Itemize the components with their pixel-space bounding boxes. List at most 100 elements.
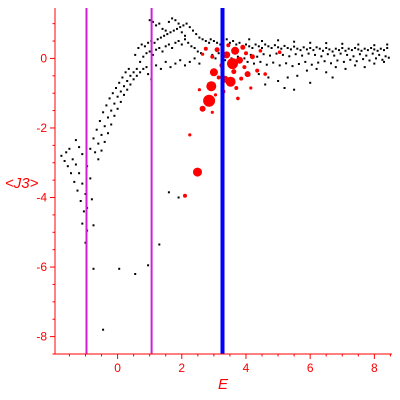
band-point: [116, 95, 119, 98]
band-point: [97, 142, 100, 145]
highlight-point: [263, 72, 268, 76]
band-point: [171, 47, 174, 49]
highlight-point: [236, 56, 243, 64]
band-point: [193, 57, 196, 60]
band-point: [209, 38, 212, 41]
highlight-point: [225, 76, 236, 87]
band-point: [164, 45, 167, 48]
band-point: [129, 83, 132, 86]
band-point: [82, 210, 85, 213]
band-point: [110, 109, 113, 112]
band-point: [164, 29, 167, 32]
band-point: [357, 48, 360, 51]
highlight-point: [239, 76, 244, 81]
band-point: [63, 160, 66, 162]
highlight-point: [231, 46, 240, 55]
band-point: [198, 62, 201, 65]
band-point: [360, 49, 363, 52]
band-point: [257, 45, 260, 48]
band-point: [148, 19, 151, 22]
band-point: [135, 74, 138, 77]
band-point: [270, 47, 273, 49]
band-point: [142, 55, 145, 58]
band-point: [119, 100, 122, 103]
band-point: [156, 38, 159, 41]
band-point: [208, 41, 211, 44]
band-point: [76, 189, 79, 192]
band-point: [108, 97, 111, 100]
band-point: [334, 66, 337, 69]
band-point: [331, 50, 334, 53]
band-point: [301, 54, 304, 57]
band-point: [383, 49, 385, 52]
band-point: [299, 49, 302, 52]
band-point: [384, 55, 387, 58]
band-point: [71, 158, 74, 161]
band-point: [123, 93, 125, 96]
highlight-point: [249, 86, 253, 90]
band-point: [195, 33, 198, 36]
band-point: [159, 67, 162, 70]
highlight-point: [210, 54, 215, 59]
band-point: [158, 22, 161, 25]
band-point: [102, 328, 105, 331]
band-point: [362, 58, 365, 61]
band-point: [309, 81, 312, 84]
band-point: [200, 52, 202, 55]
band-point: [312, 49, 315, 52]
band-point: [254, 43, 257, 46]
band-point: [386, 43, 389, 46]
y-tick-label: 0: [40, 51, 47, 65]
band-point: [174, 19, 177, 22]
band-point: [92, 267, 95, 270]
band-point: [179, 26, 182, 29]
band-point: [286, 47, 289, 49]
x-tick-label: 2: [178, 361, 185, 375]
highlight-point: [213, 93, 218, 97]
band-point: [339, 52, 342, 55]
band-point: [169, 31, 172, 34]
band-point: [92, 137, 95, 140]
band-point: [188, 26, 191, 29]
x-tick-label: 6: [307, 361, 314, 375]
band-point: [256, 55, 259, 58]
highlight-point: [216, 75, 221, 80]
band-point: [235, 43, 238, 46]
band-point: [140, 43, 143, 46]
highlight-point: [244, 71, 251, 78]
band-point: [267, 45, 270, 48]
band-point: [103, 125, 106, 128]
band-point: [318, 47, 321, 50]
band-point: [66, 165, 69, 168]
band-point: [277, 46, 280, 49]
band-point: [192, 29, 194, 32]
band-point: [94, 151, 97, 154]
band-point: [325, 71, 328, 74]
band-point: [261, 47, 263, 49]
highlight-point: [209, 68, 218, 77]
band-point: [137, 47, 140, 49]
band-point: [155, 64, 158, 67]
band-point: [349, 58, 352, 61]
band-point: [142, 67, 145, 70]
band-point: [338, 49, 340, 52]
band-point: [79, 200, 82, 202]
band-point: [323, 60, 326, 63]
band-point: [89, 147, 92, 150]
highlight-point: [223, 51, 231, 59]
band-point: [127, 67, 130, 70]
band-point: [264, 83, 267, 86]
band-point: [70, 172, 72, 175]
band-point: [166, 33, 169, 36]
highlight-point: [226, 43, 231, 48]
band-point: [177, 40, 180, 42]
band-point: [169, 66, 172, 69]
band-point: [281, 53, 284, 56]
band-point: [105, 104, 108, 107]
band-point: [350, 49, 353, 52]
band-point: [371, 52, 374, 55]
band-point: [182, 24, 185, 27]
band-point: [155, 48, 158, 51]
band-point: [334, 47, 337, 50]
